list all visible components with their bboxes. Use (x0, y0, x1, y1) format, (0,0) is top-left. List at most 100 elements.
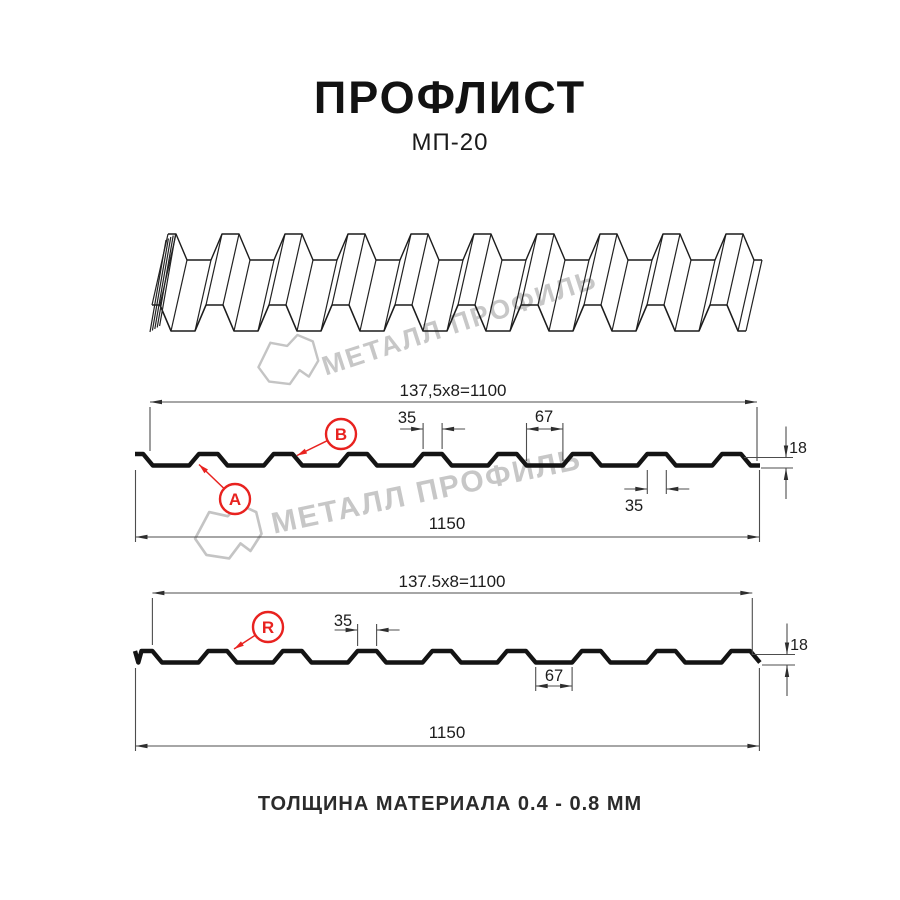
sheet-edge-line (257, 259, 275, 332)
sheet-edge-line (359, 259, 377, 332)
sheet-edge-line (485, 259, 503, 332)
dim-arrow (783, 445, 789, 458)
sheet-edge-line (170, 259, 188, 332)
sheet-edge-line (663, 233, 681, 306)
dim-arrow (135, 534, 148, 540)
callout-letter: A (229, 490, 241, 509)
dim-arrow (740, 590, 753, 596)
sheet-cut-edge-line (149, 239, 167, 333)
dim-arrow (745, 399, 757, 405)
dim-arrow (666, 486, 679, 492)
sheet-edge-line (646, 233, 664, 306)
sheet-edge-line (233, 259, 251, 332)
sheet-edge-line (737, 259, 755, 332)
callout-circle (218, 482, 252, 516)
sheet-edge-line (726, 233, 744, 306)
cross-section-bottom: 137.5x8=1100 35 67 18 1150 R (132, 572, 808, 751)
sheet-edge-line (674, 259, 692, 332)
callout-letter: B (335, 425, 347, 444)
dim-label-height: 18 (790, 637, 808, 654)
cross-section-top: 137,5x8=1100 35 67 35 18 1150 A B (134, 381, 807, 542)
dim-arrow (442, 426, 455, 432)
profile-3d (149, 233, 763, 333)
dim-label-flat: 67 (535, 408, 553, 426)
sheet-cut-edge-line (154, 236, 172, 330)
page-subtitle: МП-20 (411, 129, 489, 156)
dim-label-rib: 35 (334, 612, 352, 630)
sheet-edge-line (268, 233, 286, 306)
sheet-edge-line (320, 259, 338, 332)
material-note: ТОЛЩИНА МАТЕРИАЛА 0.4 - 0.8 ММ (257, 793, 643, 815)
dim-arrow (635, 486, 648, 492)
sheet-edge-line (537, 233, 555, 306)
dim-arrow (135, 743, 148, 749)
sheet-edge-line (205, 233, 223, 306)
callout-letter: R (262, 618, 274, 637)
dim-label-height: 18 (789, 440, 807, 457)
sheet-edge-line (446, 259, 464, 332)
sheet-edge-line (509, 259, 527, 332)
sheet-edge-line (611, 259, 629, 332)
dim-arrow (783, 468, 789, 480)
sheet-edge-line (348, 233, 366, 306)
sheet-edge-line (709, 233, 727, 306)
dim-arrow (152, 590, 165, 596)
dim-arrow (297, 448, 308, 456)
sheet-edge-line (222, 233, 240, 306)
profile-outline (135, 451, 760, 468)
sheet-edge-line (745, 259, 763, 332)
sheet-edge-line (296, 259, 314, 332)
sheet-far-outline (168, 233, 762, 261)
sheet-cut-edge-line (159, 233, 177, 327)
profile-outline (132, 648, 762, 665)
dim-arrow (560, 683, 573, 689)
dim-arrow (784, 642, 790, 655)
dim-arrow (150, 399, 162, 405)
sheet-edge-line (572, 259, 590, 332)
dim-label-rib: 35 (398, 409, 416, 427)
sheet-edge-line (394, 233, 412, 306)
dim-arrow (784, 665, 790, 677)
sheet-edge-line (194, 259, 212, 332)
sheet-cut-edge-line (151, 238, 169, 331)
dim-arrow (747, 534, 760, 540)
dim-arrow (376, 627, 389, 633)
sheet-edge-line (474, 233, 492, 306)
callout-a: A (198, 463, 252, 516)
sheet-near-outline (152, 304, 746, 332)
sheet-edge-line (457, 233, 475, 306)
sheet-edge-line (698, 259, 716, 332)
brand-logo-icon (257, 333, 320, 386)
dim-arrow (526, 426, 539, 432)
callout-circle (324, 417, 358, 451)
dim-arrow (411, 426, 424, 432)
callout-b: B (296, 417, 358, 457)
dim-arrow (199, 464, 209, 474)
dim-label-total: 1150 (429, 514, 466, 533)
sheet-edge-line (331, 233, 349, 306)
dim-arrow (747, 743, 760, 749)
sheet-edge-line (583, 233, 601, 306)
sheet-edge-line (600, 233, 618, 306)
callout-r: R (233, 610, 285, 650)
sheet-edge-line (383, 259, 401, 332)
sheet-edge-line (635, 259, 653, 332)
dim-label-top-total: 137,5x8=1100 (400, 381, 507, 400)
sheet-edge-line (520, 233, 538, 306)
dim-arrow (345, 627, 358, 633)
dim-arrow (550, 426, 563, 432)
sheet-edge-line (548, 259, 566, 332)
brand-logo-icon (193, 503, 263, 560)
dim-label-total: 1150 (429, 723, 466, 742)
dim-label-rib-bottom: 35 (625, 497, 643, 515)
callout-circle (251, 610, 285, 644)
sheet-edge-line (422, 259, 440, 332)
dim-label-flat: 67 (545, 667, 563, 685)
dim-arrow (535, 683, 548, 689)
page-title: ПРОФЛИСТ (313, 72, 587, 123)
dim-label-top-total: 137.5x8=1100 (399, 572, 506, 591)
dim-arrow (234, 641, 244, 649)
sheet-edge-line (411, 233, 429, 306)
